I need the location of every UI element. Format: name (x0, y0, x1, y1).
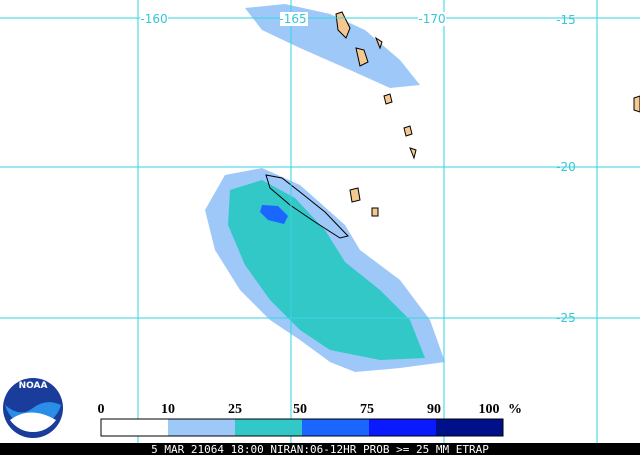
legend-swatch (436, 419, 503, 436)
legend-swatch (302, 419, 369, 436)
prob-area-50 (260, 205, 288, 224)
legend-label: 75 (360, 402, 374, 417)
color-legend: 0 10 25 50 75 90 100 % (98, 402, 522, 437)
noaa-logo: NOAA (3, 378, 63, 438)
legend-frame (100, 418, 504, 437)
lon-label: -165 (279, 12, 306, 26)
islands (265, 11, 640, 239)
lon-label: -170 (418, 12, 445, 26)
legend-swatch (168, 419, 235, 436)
lat-label: -25 (556, 311, 576, 325)
footer-text: 5 MAR 21064 18:00 NIRAN:06-12HR PROB >= … (151, 443, 489, 455)
legend-label: 25 (228, 402, 242, 417)
legend-swatch (369, 419, 436, 436)
legend-swatch (101, 419, 168, 436)
legend-label: 50 (293, 402, 307, 417)
footer-bar (0, 443, 640, 455)
legend-label: 0 (98, 402, 105, 417)
legend-label: 100 (479, 402, 500, 417)
legend-unit: % (508, 402, 522, 417)
legend-swatch (235, 419, 302, 436)
legend-label: 10 (161, 402, 175, 417)
lat-label: -20 (556, 160, 576, 174)
lon-label: -160 (140, 12, 167, 26)
legend-label: 90 (427, 402, 441, 417)
lat-label: -15 (556, 13, 576, 27)
prob-area-25 (228, 180, 425, 360)
logo-text: NOAA (19, 381, 48, 391)
graticule: -160 -165 -170 -15 -20 -25 (0, 0, 640, 443)
